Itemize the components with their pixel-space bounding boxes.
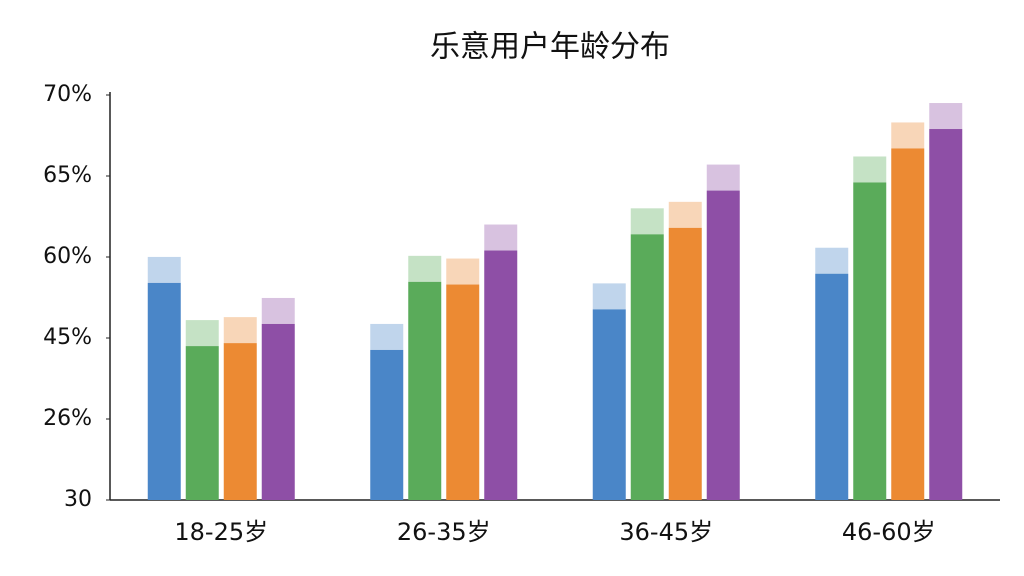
bar bbox=[630, 234, 664, 500]
y-tick-label: 60% bbox=[43, 244, 92, 269]
y-tick-label: 45% bbox=[43, 325, 92, 350]
bar-highlight bbox=[446, 258, 480, 285]
x-tick-label: 36-45岁 bbox=[619, 518, 713, 546]
bar bbox=[408, 281, 442, 500]
bar-highlight bbox=[706, 164, 740, 191]
bar-highlight bbox=[929, 103, 963, 130]
chart-title: 乐意用户年龄分布 bbox=[430, 30, 670, 65]
bar-highlight bbox=[891, 122, 925, 149]
bar-highlight bbox=[668, 201, 702, 228]
bar bbox=[370, 349, 404, 500]
bar bbox=[668, 227, 702, 500]
bar-highlight bbox=[815, 247, 849, 274]
y-tick-label: 30 bbox=[64, 487, 92, 512]
x-tick-label: 26-35岁 bbox=[397, 518, 491, 546]
bar-highlight bbox=[484, 224, 518, 251]
bar bbox=[261, 323, 295, 500]
bar bbox=[891, 148, 925, 500]
bar bbox=[484, 250, 518, 500]
y-tick-label: 26% bbox=[43, 406, 92, 431]
bar bbox=[446, 284, 480, 500]
y-tick-label: 65% bbox=[43, 163, 92, 188]
bar-highlight bbox=[853, 156, 887, 183]
bar-highlight bbox=[630, 208, 664, 235]
bar-highlight bbox=[223, 317, 257, 344]
bar bbox=[223, 343, 257, 500]
bar bbox=[815, 273, 849, 500]
bar bbox=[706, 190, 740, 500]
bar bbox=[929, 129, 963, 500]
bar bbox=[185, 346, 219, 500]
bar-highlight bbox=[261, 297, 295, 324]
bar-highlight bbox=[408, 255, 442, 282]
bar-highlight bbox=[185, 320, 219, 347]
y-tick-label: 70% bbox=[43, 82, 92, 107]
bar-highlight bbox=[147, 256, 181, 283]
x-tick-label: 46-60岁 bbox=[842, 518, 936, 546]
bar-highlight bbox=[592, 283, 626, 310]
bar bbox=[147, 282, 181, 500]
x-tick-label: 18-25岁 bbox=[174, 518, 268, 546]
bar-highlight bbox=[370, 323, 404, 350]
bar bbox=[853, 182, 887, 501]
bar bbox=[592, 309, 626, 500]
